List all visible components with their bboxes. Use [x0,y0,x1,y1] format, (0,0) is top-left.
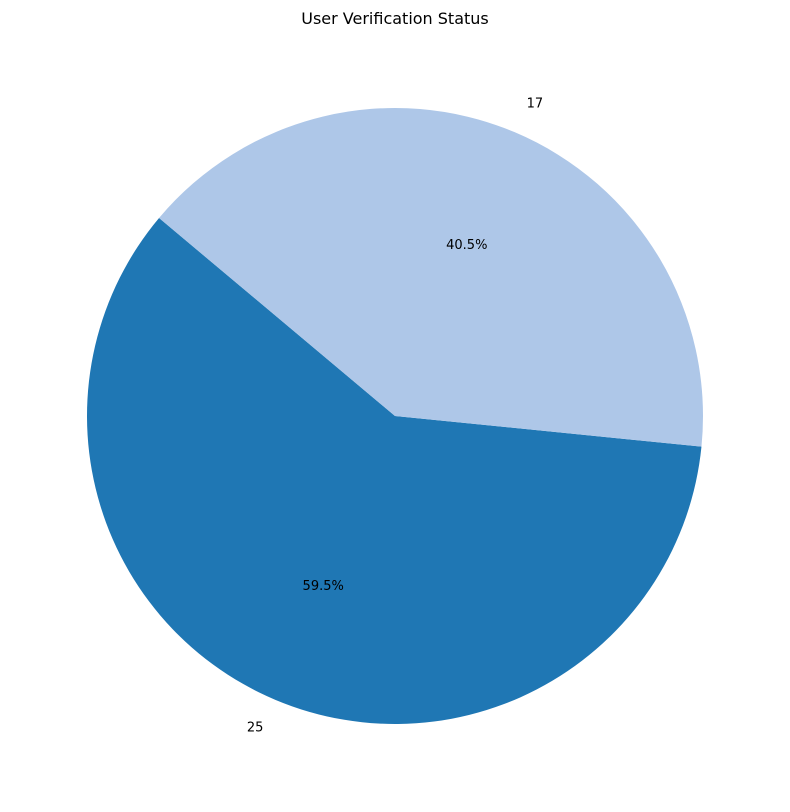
pie-slices [86,108,704,724]
pie-slice-25 [86,218,702,724]
pie-slice-label-17: 17 [527,96,544,111]
pie-slice-17 [159,108,704,447]
pie-slice-label-25: 25 [247,721,264,736]
chart-title: User Verification Status [301,9,489,28]
pie-labels: 59.5% 25 40.5% 17 [247,96,543,735]
pie-percent-label-25: 59.5% [303,579,344,594]
pie-percent-label-17: 40.5% [446,238,487,253]
